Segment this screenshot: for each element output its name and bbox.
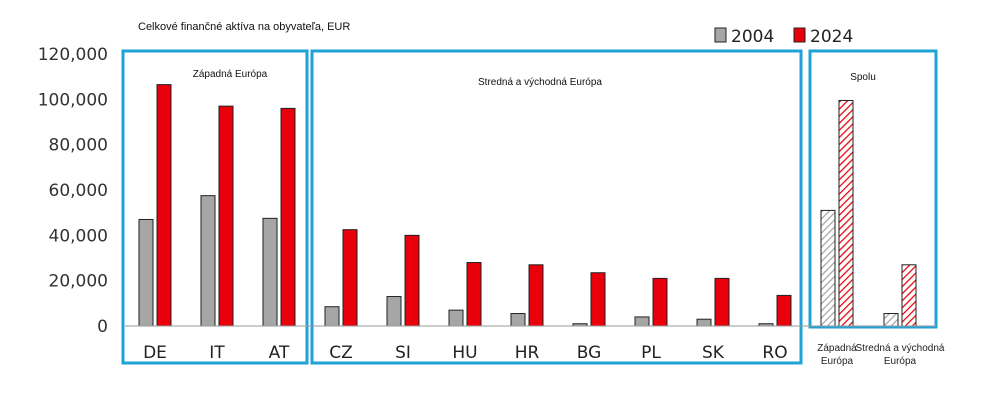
bar-2024-de xyxy=(156,84,172,327)
category-label: RO xyxy=(762,343,787,363)
bar-2024-at xyxy=(280,107,296,327)
y-tick-label: 40,000 xyxy=(49,226,108,246)
bar-2004-de xyxy=(138,218,154,327)
group-frames xyxy=(121,49,938,365)
bar-2024-hu xyxy=(466,262,482,327)
category-label: DE xyxy=(143,343,167,363)
bar-2024-ro xyxy=(776,294,792,327)
bar-2024-sk xyxy=(714,277,730,327)
y-tick-label: 0 xyxy=(97,317,108,337)
group-label: Západná Európa xyxy=(193,69,268,80)
category-label: Západná Európa xyxy=(817,343,857,367)
y-tick-label: 120,000 xyxy=(38,45,108,65)
y-tick-label: 60,000 xyxy=(49,181,108,201)
bar-2024-bg xyxy=(590,272,606,327)
bar-2024-hr xyxy=(528,264,544,327)
group-frame-1 xyxy=(121,49,309,365)
category-label: CZ xyxy=(329,343,353,363)
group-label: Stredná a východná Európa xyxy=(478,77,602,88)
bar-2004-stredná-a-východná-európa xyxy=(883,313,899,327)
bar-2024-si xyxy=(404,234,420,327)
y-tick-label: 100,000 xyxy=(38,90,108,110)
bar-2004-pl xyxy=(634,316,650,327)
category-label: HR xyxy=(515,343,540,363)
category-label: Stredná a východná Európa xyxy=(856,343,945,367)
category-label: HU xyxy=(452,343,477,363)
legend-label-2004: 2004 xyxy=(731,27,774,47)
group-label: Spolu xyxy=(850,72,876,83)
bar-2004-it xyxy=(200,195,216,327)
bar-2024-západná-európa xyxy=(838,99,854,327)
bar-2004-západná-európa xyxy=(820,209,836,327)
category-labels: DE IT AT CZ SI HU HR BG PL SK RO Západná EurópaStred… xyxy=(143,343,945,367)
category-label: BG xyxy=(577,343,602,363)
y-tick-label: 80,000 xyxy=(49,136,108,156)
legend-swatch-2024 xyxy=(793,27,806,43)
category-label: SK xyxy=(702,343,725,363)
group-labels: Západná Európa Stredná a východná Európa S… xyxy=(193,69,876,88)
y-tick-label: 20,000 xyxy=(49,272,108,292)
group-frame-2 xyxy=(310,49,803,365)
bar-2024-stredná-a-východná-európa xyxy=(901,264,917,327)
bar-2024-cz xyxy=(342,229,358,327)
bar-2004-hr xyxy=(510,313,526,327)
category-label: PL xyxy=(641,343,661,363)
bars xyxy=(138,84,917,327)
group-frame-3 xyxy=(808,49,938,329)
bar-2004-sk xyxy=(696,318,712,327)
category-label: SI xyxy=(395,343,411,363)
category-label: AT xyxy=(269,343,290,363)
legend-label-2024: 2024 xyxy=(810,27,853,47)
bar-2004-cz xyxy=(324,306,340,327)
bar-2024-pl xyxy=(652,277,668,327)
legend-swatch-2004 xyxy=(714,27,727,43)
bar-2004-si xyxy=(386,296,402,327)
chart-title: Celkové finančné aktíva na obyvateľa, EU… xyxy=(138,21,350,33)
bar-2024-it xyxy=(218,105,234,327)
bar-2004-hu xyxy=(448,309,464,327)
category-label: IT xyxy=(209,343,225,363)
y-axis: 0 20,000 40,000 60,000 80,000 100,000 120,000 xyxy=(38,45,108,337)
legend: 2004 2024 xyxy=(714,27,853,47)
bar-2004-at xyxy=(262,217,278,327)
